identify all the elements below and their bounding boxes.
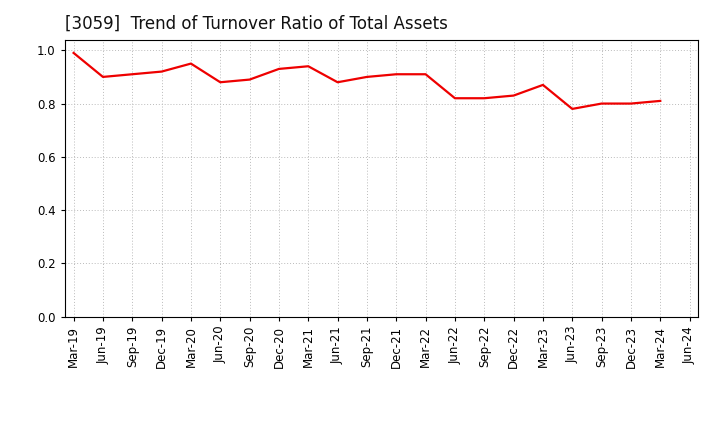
Text: [3059]  Trend of Turnover Ratio of Total Assets: [3059] Trend of Turnover Ratio of Total … — [65, 15, 448, 33]
